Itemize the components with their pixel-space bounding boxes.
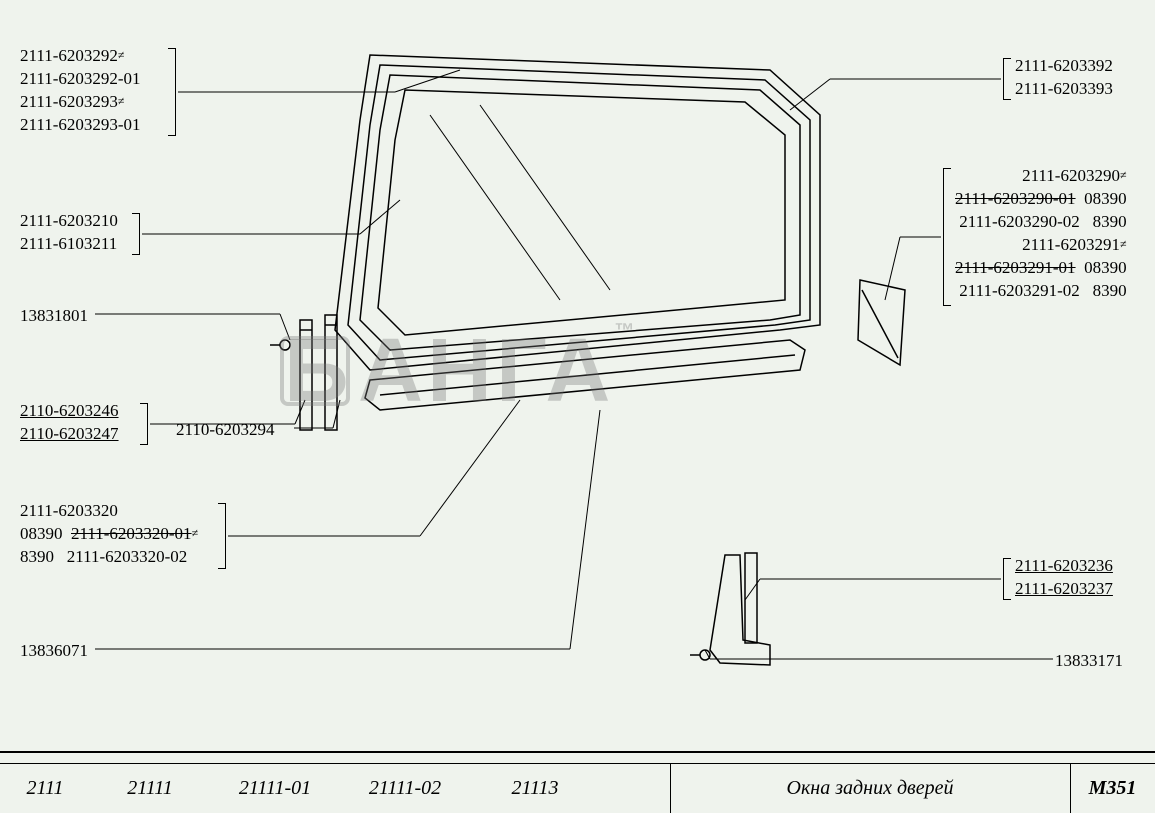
bracket-right-lower	[1003, 558, 1011, 600]
label-single-left: 13831801	[20, 305, 88, 328]
label-mid-left-pair: 2111-6203210 2111-6103211	[20, 210, 118, 256]
footer-code: M351	[1070, 763, 1155, 813]
bracket-underline-left	[140, 403, 148, 445]
bracket-lower-left	[218, 503, 226, 569]
footer-title: Окна задних дверей	[670, 763, 1070, 813]
label-right-big: 2111-6203290≠ 2111-6203290-01 08390 2111…	[955, 165, 1127, 303]
footer-model-4: 21111-02	[340, 763, 470, 813]
label-underline-left: 2110-6203246 2110-6203247	[20, 400, 119, 446]
quarter-glass	[850, 270, 930, 390]
footer: 2111 21111 21111-01 21111-02 21113 Окна …	[0, 751, 1155, 813]
bracket-top-left	[168, 48, 176, 136]
label-bottom-right-single: 13833171	[1055, 650, 1123, 673]
bracket-right-big	[943, 168, 951, 306]
label-bottom-left-single: 13836071	[20, 640, 88, 663]
footer-model-5: 21113	[470, 763, 600, 813]
label-lower-left-group: 2111-6203320 08390 2111-6203320-01≠ 8390…	[20, 500, 198, 569]
label-top-left: 2111-6203292≠ 2111-6203292-01 2111-62032…	[20, 45, 141, 137]
footer-model-1: 2111	[0, 763, 90, 813]
label-right-lower-pair: 2111-6203236 2111-6203237	[1015, 555, 1113, 601]
bracket-piece	[685, 545, 805, 685]
footer-model-2: 21111	[90, 763, 210, 813]
footer-model-3: 21111-01	[210, 763, 340, 813]
label-inline-single: 2110-6203294	[175, 418, 276, 443]
guide-pieces-left	[270, 310, 390, 460]
bracket-mid-left	[132, 213, 140, 255]
label-top-right-pair: 2111-6203392 2111-6203393	[1015, 55, 1113, 101]
bracket-top-right	[1003, 58, 1011, 100]
